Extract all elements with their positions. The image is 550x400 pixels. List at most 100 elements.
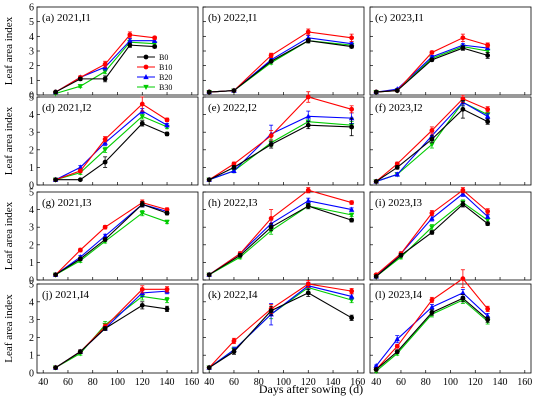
data-point-B0	[268, 58, 274, 64]
data-point-B10	[485, 106, 491, 112]
data-point-B0	[102, 237, 108, 242]
data-point-B0	[152, 44, 158, 49]
data-point-B0	[139, 302, 145, 308]
data-point-B10	[349, 106, 355, 112]
panel-11: 40 60 80 100 120 140 160 (k) 2022,I4	[202, 280, 365, 388]
data-point-B0	[349, 217, 355, 223]
data-point-B0	[53, 89, 58, 95]
y-tick-label: 5	[29, 188, 34, 199]
series-line-B30	[209, 121, 352, 181]
data-point-B0	[398, 252, 404, 258]
data-point-B0	[485, 221, 491, 227]
data-point-B10	[460, 35, 466, 41]
series-B30	[206, 38, 355, 96]
data-point-B10	[77, 168, 83, 174]
data-point-B20	[394, 171, 400, 177]
data-point-B10	[102, 61, 108, 67]
x-tick-label: 40	[371, 377, 381, 388]
panel-1: 0 1 2 3 4 5 6 (a) 2021,I1	[29, 3, 199, 102]
data-point-B0	[77, 349, 83, 355]
x-tick-label: 140	[160, 377, 175, 388]
series-line-B0	[55, 203, 168, 276]
data-point-B0	[429, 136, 435, 142]
panel-title: (l) 2023,I4	[375, 289, 423, 301]
data-point-B30	[429, 142, 435, 148]
data-point-B10	[231, 338, 237, 344]
series-B0	[206, 117, 355, 183]
data-point-B0	[77, 76, 83, 82]
panel-title: (j) 2021,I4	[42, 289, 90, 301]
legend-item-B20: B20	[137, 73, 172, 82]
data-point-B20	[484, 113, 491, 119]
panel-7: 0 1 2 3 4 5 (g) 2021,I3	[29, 188, 199, 287]
data-point-B30	[268, 228, 274, 234]
x-tick-label: 80	[254, 377, 264, 388]
data-point-B10	[429, 128, 435, 133]
data-point-B10	[349, 35, 355, 41]
y-tick-label: 3	[29, 47, 34, 58]
y-tick-label: 2	[29, 61, 34, 72]
data-point-B10	[164, 117, 170, 123]
series-B0	[373, 45, 491, 95]
data-point-B0	[485, 53, 491, 58]
y-tick-label: 4	[29, 297, 34, 308]
data-point-B10	[139, 101, 145, 107]
y-tick-label: 1	[29, 351, 34, 362]
panel-4: 0 1 2 3 4 5 (d) 2021,I2	[29, 93, 199, 192]
x-tick-label: 40	[38, 377, 48, 388]
y-tick-label: 2	[29, 240, 34, 251]
x-tick-label: 100	[443, 377, 458, 388]
series-B0	[373, 294, 491, 372]
y-tick-label: 3	[29, 223, 34, 234]
data-point-B10	[460, 187, 466, 193]
panel-title: (e) 2022,I2	[208, 102, 257, 114]
data-point-B20	[460, 190, 466, 196]
series-B0	[206, 203, 355, 278]
data-point-B0	[53, 272, 58, 278]
panel-3: (c) 2023,I1	[369, 6, 532, 96]
data-point-B10	[268, 133, 274, 139]
y-tick-label: 4	[29, 110, 34, 121]
data-point-B0	[77, 177, 83, 183]
data-point-B10	[485, 306, 491, 312]
data-point-B0	[429, 57, 435, 63]
data-point-B10	[102, 136, 108, 142]
data-point-B20	[231, 167, 237, 174]
data-point-B0	[53, 365, 58, 371]
y-tick-label: 3	[29, 315, 34, 326]
legend-label: B30	[159, 83, 172, 92]
data-point-B30	[151, 41, 158, 47]
panel-12: 40 60 80 100 120 140 160 (l) 2023,I4	[369, 269, 532, 388]
data-point-B30	[348, 212, 355, 218]
data-point-B0	[164, 210, 170, 216]
panel-8: (h) 2022,I3	[202, 187, 365, 281]
data-point-B10	[460, 96, 466, 102]
series-B30	[52, 210, 170, 278]
panel-title: (f) 2023,I2	[375, 102, 423, 114]
data-point-B10	[164, 207, 170, 213]
data-point-B10	[305, 281, 311, 287]
data-point-B0	[373, 89, 379, 95]
data-point-B0	[429, 310, 435, 315]
x-tick-label: 80	[421, 377, 431, 388]
data-point-B0	[349, 44, 355, 49]
data-point-B20	[373, 362, 379, 368]
data-point-B10	[429, 297, 435, 303]
data-point-B0	[349, 124, 355, 130]
y-tick-label: 4	[29, 205, 34, 216]
series-B0	[373, 201, 491, 279]
data-point-B0	[373, 179, 379, 184]
data-point-B20	[305, 197, 311, 203]
data-point-B0	[206, 272, 212, 278]
data-point-B0	[164, 131, 170, 137]
panel-title: (k) 2022,I4	[208, 289, 258, 301]
data-point-B10	[394, 343, 400, 349]
series-B20	[206, 197, 355, 277]
y-tick-label: 2	[29, 145, 34, 156]
y-tick-label: 5	[29, 280, 34, 291]
data-point-B0	[127, 42, 133, 48]
data-point-B0	[305, 203, 311, 209]
legend-label: B20	[159, 73, 172, 82]
series-B30	[52, 292, 170, 371]
